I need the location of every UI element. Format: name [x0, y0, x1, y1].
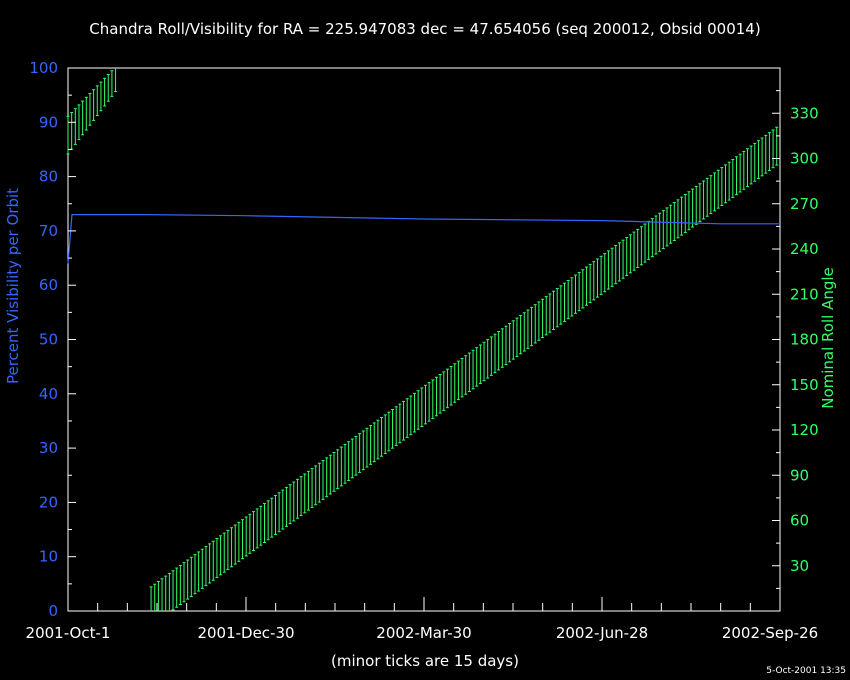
- left-axis-tick-label: 30: [39, 439, 58, 457]
- right-axis-tick-label: 150: [790, 376, 819, 394]
- right-axis-tick-label: 270: [790, 195, 819, 213]
- visibility-line: [67, 214, 780, 264]
- right-axis-tick-label: 300: [790, 150, 819, 168]
- x-axis-tick-label: 2001-Oct-1: [26, 624, 111, 642]
- left-axis-tick-label: 0: [48, 602, 58, 620]
- right-axis-tick-label: 210: [790, 285, 819, 303]
- right-axis-tick-label: 330: [790, 104, 819, 122]
- left-axis-tick-label: 10: [39, 548, 58, 566]
- left-axis-tick-label: 70: [39, 222, 58, 240]
- right-axis-tick-label: 120: [790, 421, 819, 439]
- x-axis-tick-label: 2002-Sep-26: [722, 624, 818, 642]
- left-axis-tick-label: 100: [29, 59, 58, 77]
- left-axis-tick-label: 40: [39, 385, 58, 403]
- left-axis-tick-label: 80: [39, 168, 58, 186]
- timestamp: 5-Oct-2001 13:35: [766, 666, 846, 676]
- right-axis-tick-label: 30: [790, 557, 809, 575]
- right-axis-tick-label: 90: [790, 466, 809, 484]
- x-axis-tick-label: 2001-Dec-30: [197, 624, 294, 642]
- right-axis-tick-label: 240: [790, 240, 819, 258]
- right-axis-tick-label: 180: [790, 331, 819, 349]
- left-axis-tick-label: 20: [39, 493, 58, 511]
- x-axis-label: (minor ticks are 15 days): [331, 652, 519, 670]
- x-axis-tick-label: 2002-Mar-30: [376, 624, 471, 642]
- left-axis-tick-label: 50: [39, 331, 58, 349]
- x-axis-tick-label: 2002-Jun-28: [556, 624, 648, 642]
- left-axis-tick-label: 90: [39, 113, 58, 131]
- left-axis-tick-label: 60: [39, 276, 58, 294]
- right-axis-tick-label: 60: [790, 512, 809, 530]
- chart-title: Chandra Roll/Visibility for RA = 225.947…: [89, 20, 760, 38]
- right-axis-label: Nominal Roll Angle: [819, 267, 837, 409]
- left-axis-label: Percent Visibility per Orbit: [4, 188, 22, 384]
